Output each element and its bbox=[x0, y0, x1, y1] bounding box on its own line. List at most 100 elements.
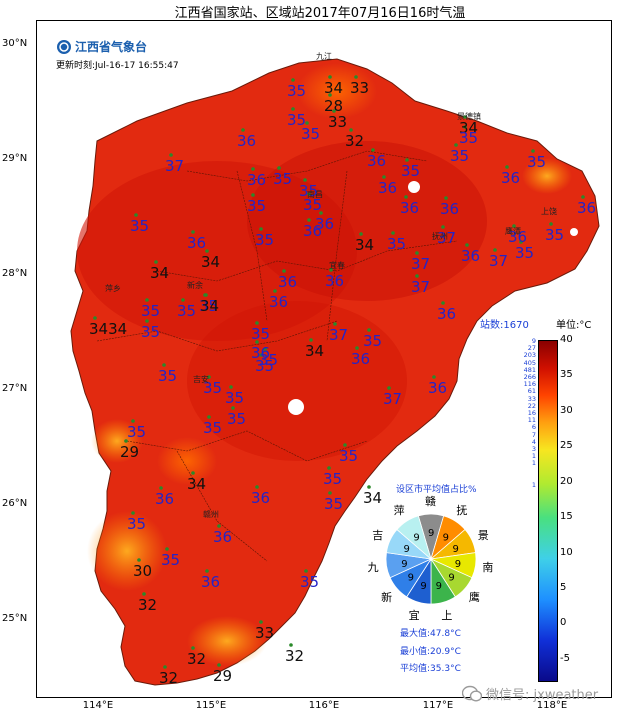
station-dot bbox=[404, 195, 408, 199]
colorbar-count: 1 bbox=[531, 459, 536, 468]
station-dot bbox=[124, 439, 128, 443]
station-dot bbox=[359, 232, 363, 236]
station-value: 28 bbox=[324, 97, 343, 115]
station-value: 32 bbox=[345, 132, 364, 150]
station-dot bbox=[231, 406, 235, 410]
station-value: 36 bbox=[378, 179, 397, 197]
station-dot bbox=[441, 301, 445, 305]
station-dot bbox=[145, 319, 149, 323]
station-dot bbox=[415, 274, 419, 278]
station-value: 35 bbox=[247, 197, 266, 215]
pie-slice-label: 上 bbox=[441, 608, 453, 622]
station-value: 36 bbox=[237, 132, 256, 150]
station-value: 32 bbox=[187, 650, 206, 668]
latitude-label: 28°N bbox=[2, 268, 28, 279]
station-value: 37 bbox=[329, 326, 348, 344]
pie-slice-value: 9 bbox=[448, 573, 454, 584]
station-dot bbox=[493, 248, 497, 252]
map-title: 江西省国家站、区域站2017年07月16日16时气温 bbox=[174, 6, 466, 21]
station-value: 32 bbox=[159, 669, 178, 687]
station-value: 35 bbox=[130, 217, 149, 235]
station-dot bbox=[309, 338, 313, 342]
station-value: 35 bbox=[401, 162, 420, 180]
station-value: 35 bbox=[177, 302, 196, 320]
station-dot bbox=[581, 195, 585, 199]
station-dot bbox=[371, 148, 375, 152]
pie-slice-value: 9 bbox=[401, 559, 407, 570]
station-value: 33 bbox=[328, 113, 347, 131]
colorbar-count: 4 bbox=[531, 437, 536, 446]
station-dot bbox=[163, 665, 167, 669]
colorbar-count: 1 bbox=[531, 452, 536, 461]
station-value: 35 bbox=[363, 332, 382, 350]
station-value: 36 bbox=[437, 305, 456, 323]
station-dot bbox=[255, 340, 259, 344]
station-value: 35 bbox=[339, 447, 358, 465]
max-value: 最大值:47.8°C bbox=[400, 629, 461, 639]
colorbar-count: 7 bbox=[531, 430, 536, 439]
pie-slice-label: 萍 bbox=[393, 504, 405, 518]
station-value: 36 bbox=[155, 490, 174, 508]
station-dot bbox=[463, 115, 467, 119]
city-label: 南昌 bbox=[307, 189, 323, 199]
colorbar-tick-label: -5 bbox=[560, 652, 570, 664]
pie-slice-label: 鹰 bbox=[468, 590, 480, 604]
pie-slice-value: 9 bbox=[420, 581, 426, 592]
station-value: 36 bbox=[428, 379, 447, 397]
pie-slice-value: 9 bbox=[428, 528, 434, 539]
warm-area bbox=[247, 141, 487, 301]
station-dot bbox=[255, 321, 259, 325]
station-value: 35 bbox=[301, 125, 320, 143]
station-dot bbox=[273, 289, 277, 293]
latitude-label: 27°N bbox=[2, 383, 28, 394]
cool-area bbox=[522, 158, 572, 194]
station-dot bbox=[505, 165, 509, 169]
station-value: 36 bbox=[501, 169, 520, 187]
station-dot bbox=[387, 386, 391, 390]
colorbar-tick-label: 30 bbox=[560, 404, 573, 416]
station-dot bbox=[145, 298, 149, 302]
station-value: 35 bbox=[203, 379, 222, 397]
latitude-label: 25°N bbox=[2, 613, 28, 624]
city-label: 抚州 bbox=[432, 231, 448, 241]
station-dot bbox=[328, 491, 332, 495]
city-label: 景德镇 bbox=[457, 111, 481, 121]
station-value: 36 bbox=[213, 528, 232, 546]
station-dot bbox=[165, 547, 169, 551]
station-value: 29 bbox=[120, 443, 139, 461]
colorbar-count: 33 bbox=[527, 394, 536, 403]
station-dot bbox=[259, 227, 263, 231]
station-dot bbox=[159, 486, 163, 490]
station-count: 站数:1670 bbox=[480, 320, 529, 331]
cool-area bbox=[87, 511, 167, 591]
station-dot bbox=[131, 419, 135, 423]
pie-slice bbox=[396, 515, 432, 561]
station-value: 34 bbox=[200, 297, 219, 315]
unit-label: 单位:°C bbox=[556, 320, 592, 331]
pie-slice-value: 9 bbox=[455, 559, 461, 570]
station-value: 36 bbox=[201, 573, 220, 591]
colorbar-count: 27 bbox=[527, 344, 536, 353]
station-dot bbox=[181, 298, 185, 302]
station-dot bbox=[463, 125, 467, 129]
longitude-label: 114°E bbox=[82, 700, 114, 711]
station-dot bbox=[282, 269, 286, 273]
station-value: 35 bbox=[450, 147, 469, 165]
station-dot bbox=[307, 218, 311, 222]
city-label: 萍乡 bbox=[105, 283, 121, 293]
station-dot bbox=[328, 75, 332, 79]
pie-slice-label: 新 bbox=[381, 590, 393, 604]
station-value: 35 bbox=[127, 515, 146, 533]
map-frame: 35 34 33 35 28 33 35 32 34 35 36 37 36 35 35 35 36 36 35 35… bbox=[36, 20, 612, 698]
colorbar-tick-label: 35 bbox=[560, 369, 573, 381]
station-value: 33 bbox=[350, 79, 369, 97]
colorbar-tick-label: 20 bbox=[560, 475, 573, 487]
colorbar-tick-label: 40 bbox=[560, 334, 573, 345]
colorbar-tick-label: 10 bbox=[560, 546, 573, 558]
station-dot bbox=[259, 353, 263, 357]
station-value: 34 bbox=[305, 342, 324, 360]
station-dot bbox=[354, 75, 358, 79]
station-value: 36 bbox=[508, 228, 527, 246]
station-value: 35 bbox=[303, 196, 322, 214]
